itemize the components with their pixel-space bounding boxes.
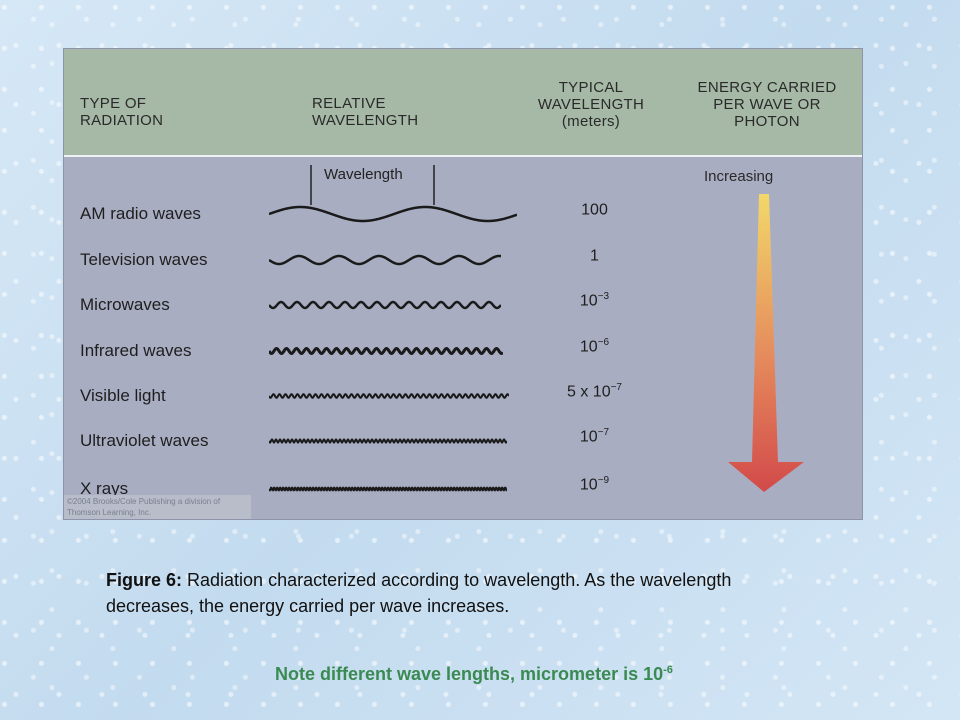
- radiation-type-label: Microwaves: [80, 295, 170, 314]
- increasing-energy-arrow-icon: [728, 194, 804, 492]
- caption-text: Radiation characterized according to wav…: [106, 570, 732, 616]
- wavelength-value-base: 5 x 10: [567, 383, 611, 401]
- wave-path: [269, 393, 509, 399]
- header-type-of-radiation: TYPE OF RADIATION: [80, 95, 164, 129]
- typical-wavelength-value: 10−3: [562, 291, 627, 310]
- radiation-figure: TYPE OF RADIATION RELATIVE WAVELENGTH TY…: [63, 48, 863, 520]
- typical-wavelength-value: 10−7: [562, 427, 627, 446]
- note-text: Note different wave lengths, micrometer …: [275, 664, 664, 684]
- wavelength-value-exponent: −9: [597, 475, 610, 486]
- wave-path: [269, 346, 503, 356]
- header-energy-carried: ENERGY CARRIED PER WAVE OR PHOTON: [697, 79, 837, 130]
- wave-graphic: [269, 300, 501, 310]
- header-relative-wavelength: RELATIVE WAVELENGTH: [312, 95, 419, 129]
- typical-wavelength-value: 100: [562, 200, 627, 219]
- radiation-type-label: Television waves: [80, 250, 208, 269]
- wavelength-value-base: 1: [590, 247, 599, 265]
- wavelength-marker-label: Wavelength: [324, 166, 403, 183]
- wave-graphic: [269, 486, 507, 492]
- wave-path: [269, 300, 501, 310]
- typical-wavelength-value: 10−9: [562, 475, 627, 494]
- note-exponent: -6: [663, 664, 673, 676]
- energy-increasing-label: Increasing: [704, 168, 774, 185]
- radiation-type-label: Ultraviolet waves: [80, 431, 209, 450]
- typical-wavelength-value: 1: [562, 246, 627, 265]
- wavelength-value-exponent: −7: [610, 382, 622, 393]
- copyright-notice: ©2004 Brooks/Cole Publishing a division …: [64, 495, 251, 519]
- radiation-type-label: X rays: [80, 479, 129, 498]
- wavelength-value-exponent: −3: [597, 291, 610, 302]
- wave-path: [269, 438, 507, 444]
- wavelength-note: Note different wave lengths, micrometer …: [275, 664, 673, 685]
- wave-graphic: [269, 205, 517, 223]
- wavelength-value-exponent: −6: [597, 337, 610, 348]
- wave-graphic: [269, 393, 509, 399]
- header-typical-wavelength-unit: (meters): [561, 113, 621, 130]
- wavelength-value-base: 10: [579, 292, 598, 310]
- wave-graphic: [269, 438, 507, 444]
- typical-wavelength-value: 10−6: [562, 337, 627, 356]
- radiation-type-label: Infrared waves: [80, 341, 192, 360]
- header-typical-wavelength-text: TYPICAL WAVELENGTH: [537, 79, 645, 113]
- wavelength-value-base: 10: [579, 428, 598, 446]
- radiation-type-label: Visible light: [80, 386, 166, 405]
- wavelength-marker: [310, 165, 435, 205]
- wavelength-value-base: 100: [581, 201, 608, 219]
- wavelength-value-base: 10: [579, 338, 598, 356]
- typical-wavelength-value: 5 x 10−7: [562, 382, 627, 401]
- caption-lead: Figure 6:: [106, 570, 183, 590]
- wave-graphic: [269, 254, 501, 266]
- table-header: TYPE OF RADIATION RELATIVE WAVELENGTH TY…: [64, 49, 862, 157]
- wavelength-value-exponent: −7: [597, 427, 610, 438]
- radiation-type-label: AM radio waves: [80, 204, 201, 223]
- wave-path: [269, 205, 517, 223]
- wave-graphic: [269, 346, 503, 356]
- figure-caption: Figure 6: Radiation characterized accord…: [106, 567, 796, 619]
- wavelength-value-base: 10: [579, 476, 598, 494]
- header-typical-wavelength: TYPICAL WAVELENGTH (meters): [526, 79, 656, 130]
- wave-path: [269, 486, 507, 492]
- wave-path: [269, 254, 501, 266]
